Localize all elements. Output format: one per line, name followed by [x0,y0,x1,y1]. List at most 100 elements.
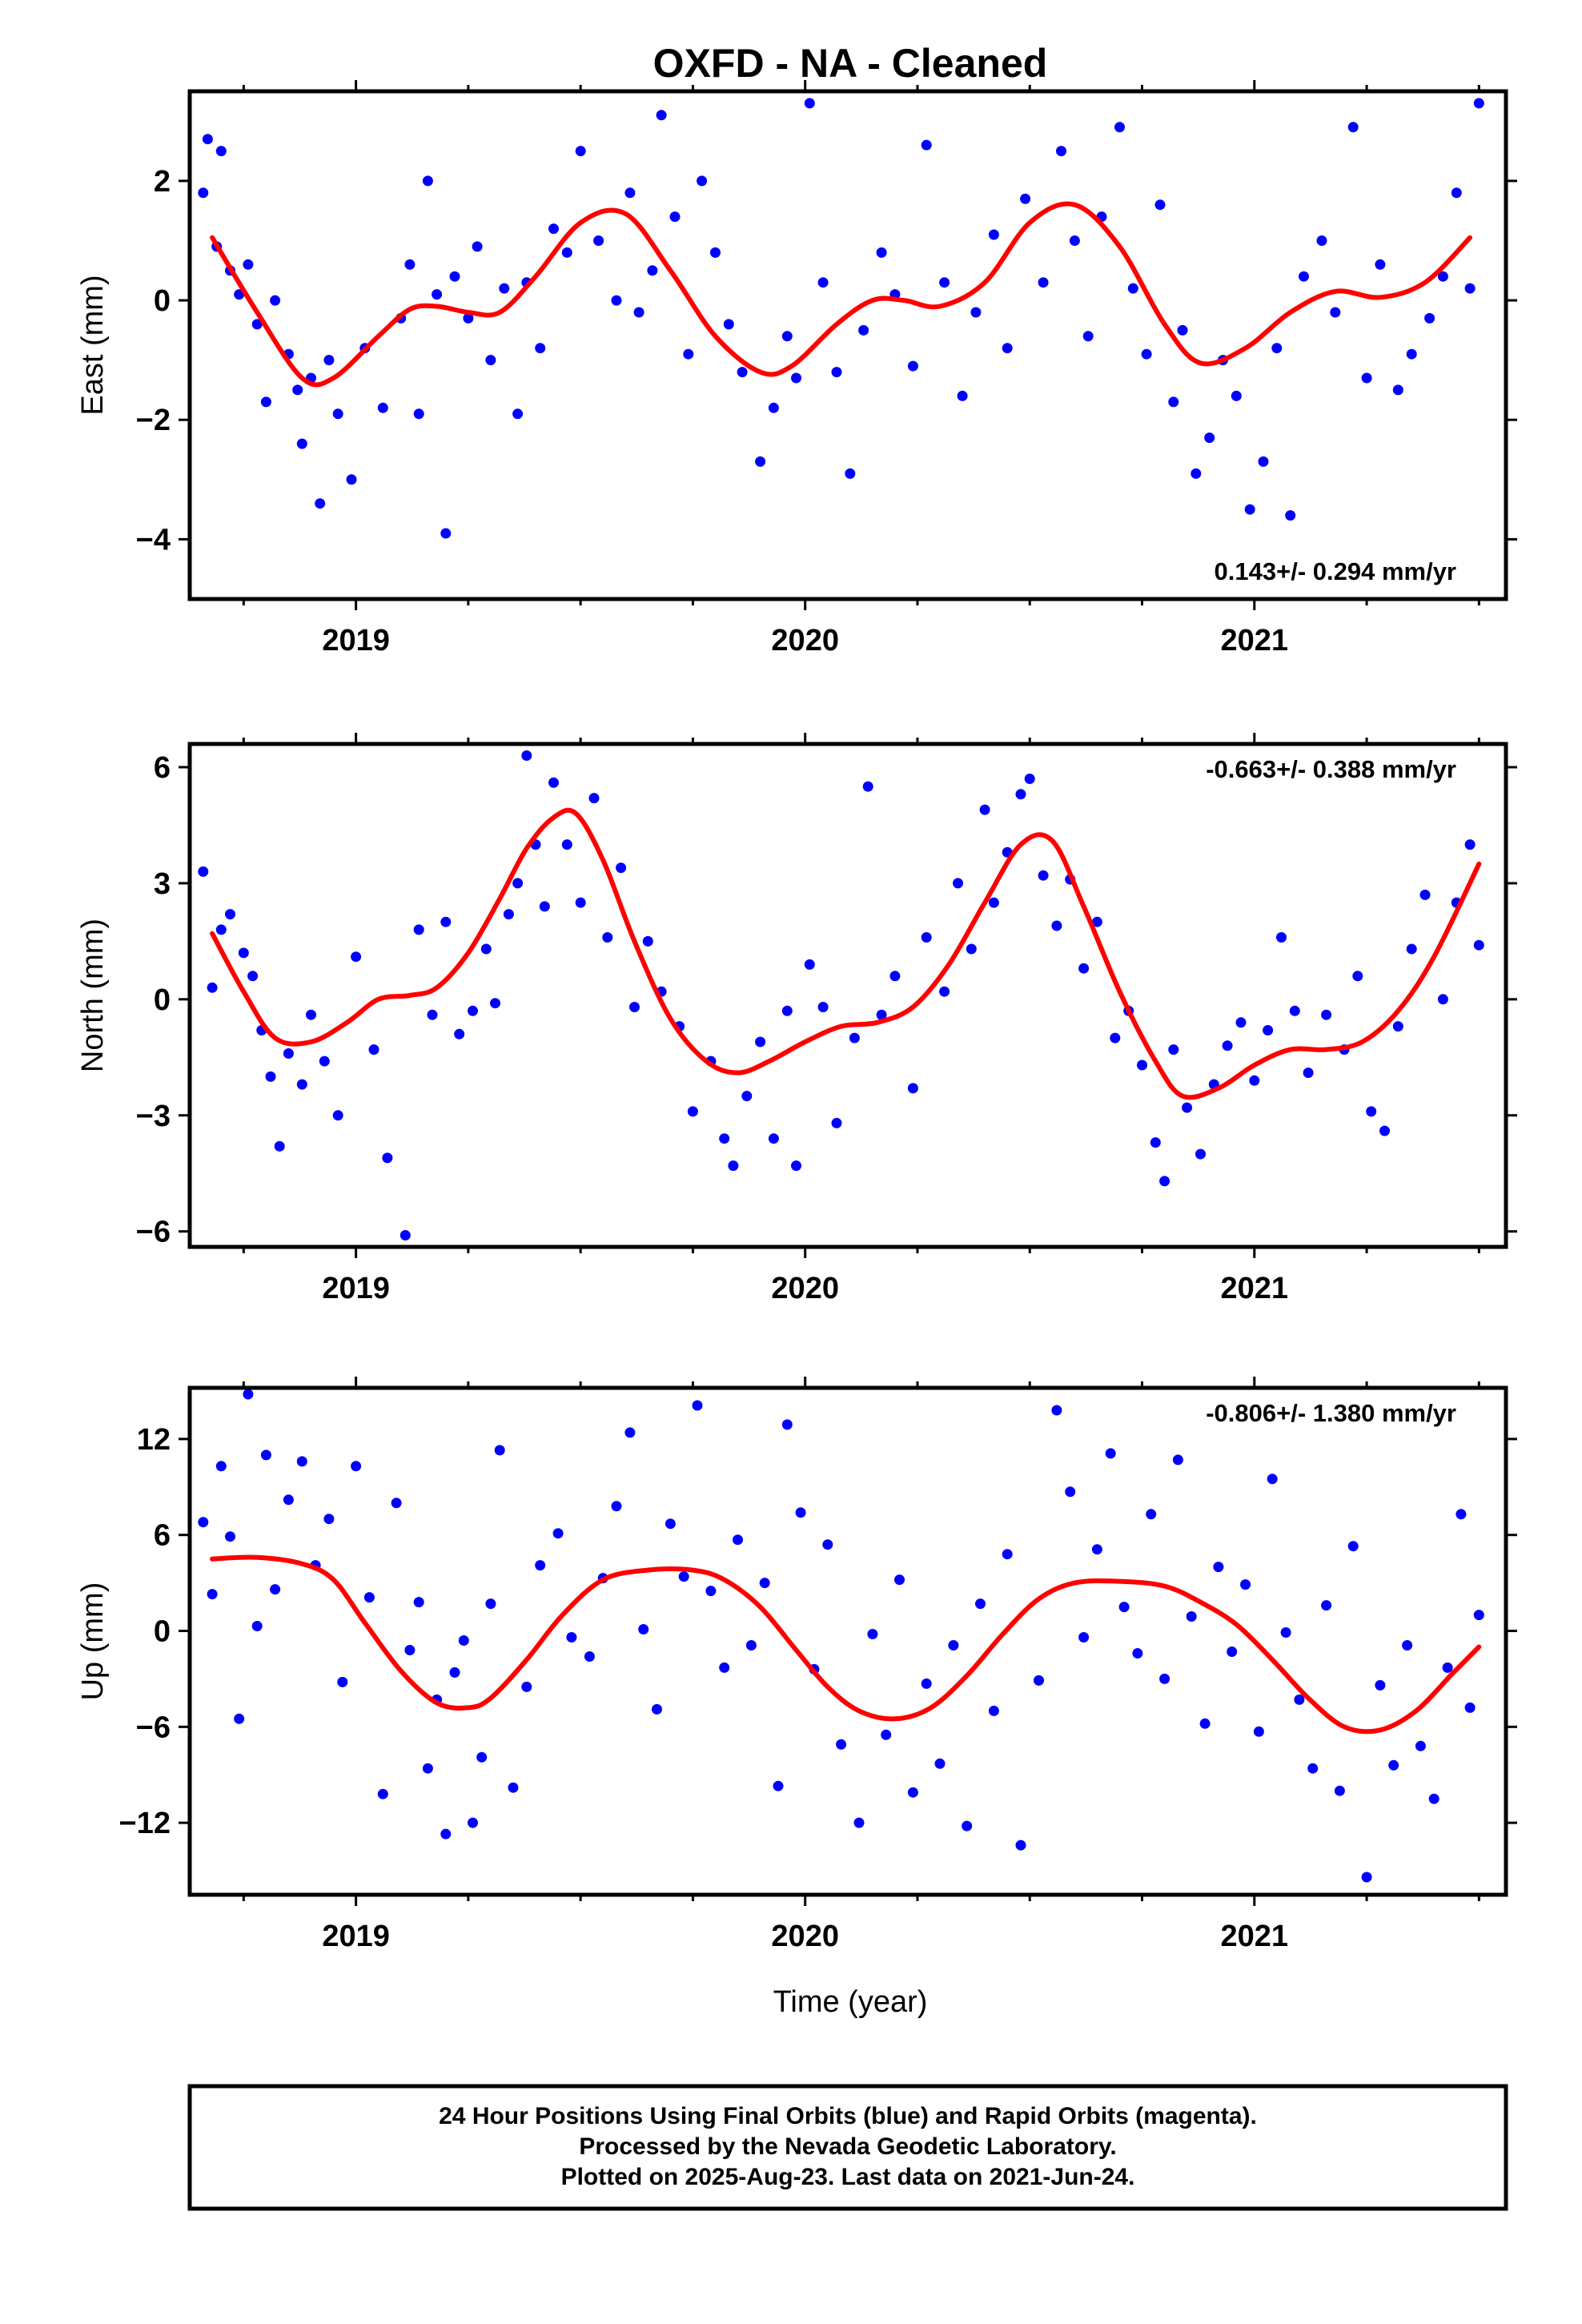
north-point [817,1002,829,1012]
east-point [611,295,622,306]
north-point [1195,1148,1206,1160]
north-point [781,1005,793,1016]
east-point [1244,504,1255,515]
north-frame [187,742,1508,1249]
up-x-tick-label: 2021 [1221,1920,1289,1953]
up-point [468,1817,478,1828]
north-point [1110,1032,1121,1043]
east-point [1406,348,1417,360]
east-point [988,229,999,240]
up-y-tick-label: −6 [136,1711,171,1744]
up-point [449,1667,460,1678]
up-point [1321,1600,1332,1611]
up-point [1172,1454,1183,1466]
east-point [270,295,281,306]
east-point [1316,235,1327,246]
north-point [1473,939,1484,951]
up-y-tick-label: 6 [154,1519,171,1553]
up-rate-label: -0.806+/- 1.380 mm/yr [1206,1399,1456,1427]
east-fit-line [210,201,1473,388]
north-point [382,1152,393,1164]
north-point [427,1009,438,1020]
north-y-tick-label: −6 [136,1216,171,1249]
north-point [274,1140,285,1152]
east-point [548,223,559,235]
north-point [1406,943,1417,955]
up-point [494,1445,505,1456]
up-point [1051,1405,1062,1416]
north-fit-line [210,807,1482,1100]
north-point [225,909,235,920]
up-point [215,1461,227,1472]
east-point [593,235,604,246]
north-point [319,1055,330,1067]
up-point [759,1578,770,1589]
east-point [215,146,227,157]
east-point [346,474,357,485]
east-point [440,528,452,539]
up-point [404,1645,416,1655]
up-point [1347,1541,1359,1552]
east-point [575,146,586,157]
east-point [1002,343,1013,354]
north-x-tick-label: 2021 [1221,1272,1289,1305]
east-point [1191,468,1202,479]
up-point [1118,1602,1130,1613]
up-point [584,1651,595,1662]
up-point [552,1528,564,1539]
east-point [831,367,842,378]
north-point [247,971,259,982]
north-point [1303,1068,1314,1079]
north-y-tick-label: 3 [154,867,171,901]
north-point [804,959,815,970]
east-point [1464,283,1476,294]
up-point [1442,1662,1453,1673]
east-point [1392,384,1403,396]
up-point [1015,1839,1026,1851]
up-y-tick-label: 0 [154,1615,171,1649]
north-y-axis-label: North (mm) [76,919,110,1072]
north-point [306,1009,316,1020]
up-point [781,1419,793,1430]
north-point [1091,916,1102,927]
north-point [490,998,500,1009]
east-point [1330,307,1341,318]
east-point [845,468,856,479]
north-point [413,924,424,935]
panel-north: 6 3 0 −3 −6 2019 2020 2021 North (mm) -0.663+/- 0… [76,733,1517,1305]
north-point [616,862,627,874]
north-point [468,1005,478,1016]
up-point [1186,1611,1197,1622]
north-point [198,866,209,877]
north-point [687,1106,698,1117]
north-point [921,932,932,943]
east-point [1424,312,1435,324]
east-point [332,408,343,420]
east-point [1451,187,1462,199]
up-point [234,1713,245,1724]
east-point [377,402,388,413]
east-point [1271,343,1283,354]
east-point [485,355,496,366]
up-point [260,1449,271,1461]
east-point [1082,331,1094,342]
up-point [948,1640,959,1651]
north-point [575,897,586,908]
up-point [1091,1544,1102,1555]
north-point [629,1002,640,1012]
north-point [351,951,362,963]
up-point [881,1729,892,1740]
up-point [795,1507,806,1518]
north-point [755,1036,766,1047]
up-point [1002,1549,1013,1560]
east-point [768,402,779,413]
up-point [678,1571,689,1582]
north-point [480,943,492,955]
up-point [1078,1632,1090,1642]
east-point [1069,235,1080,246]
up-point [1267,1474,1278,1485]
east-point [1127,283,1138,294]
east-point [449,271,460,282]
up-point [1402,1640,1413,1651]
